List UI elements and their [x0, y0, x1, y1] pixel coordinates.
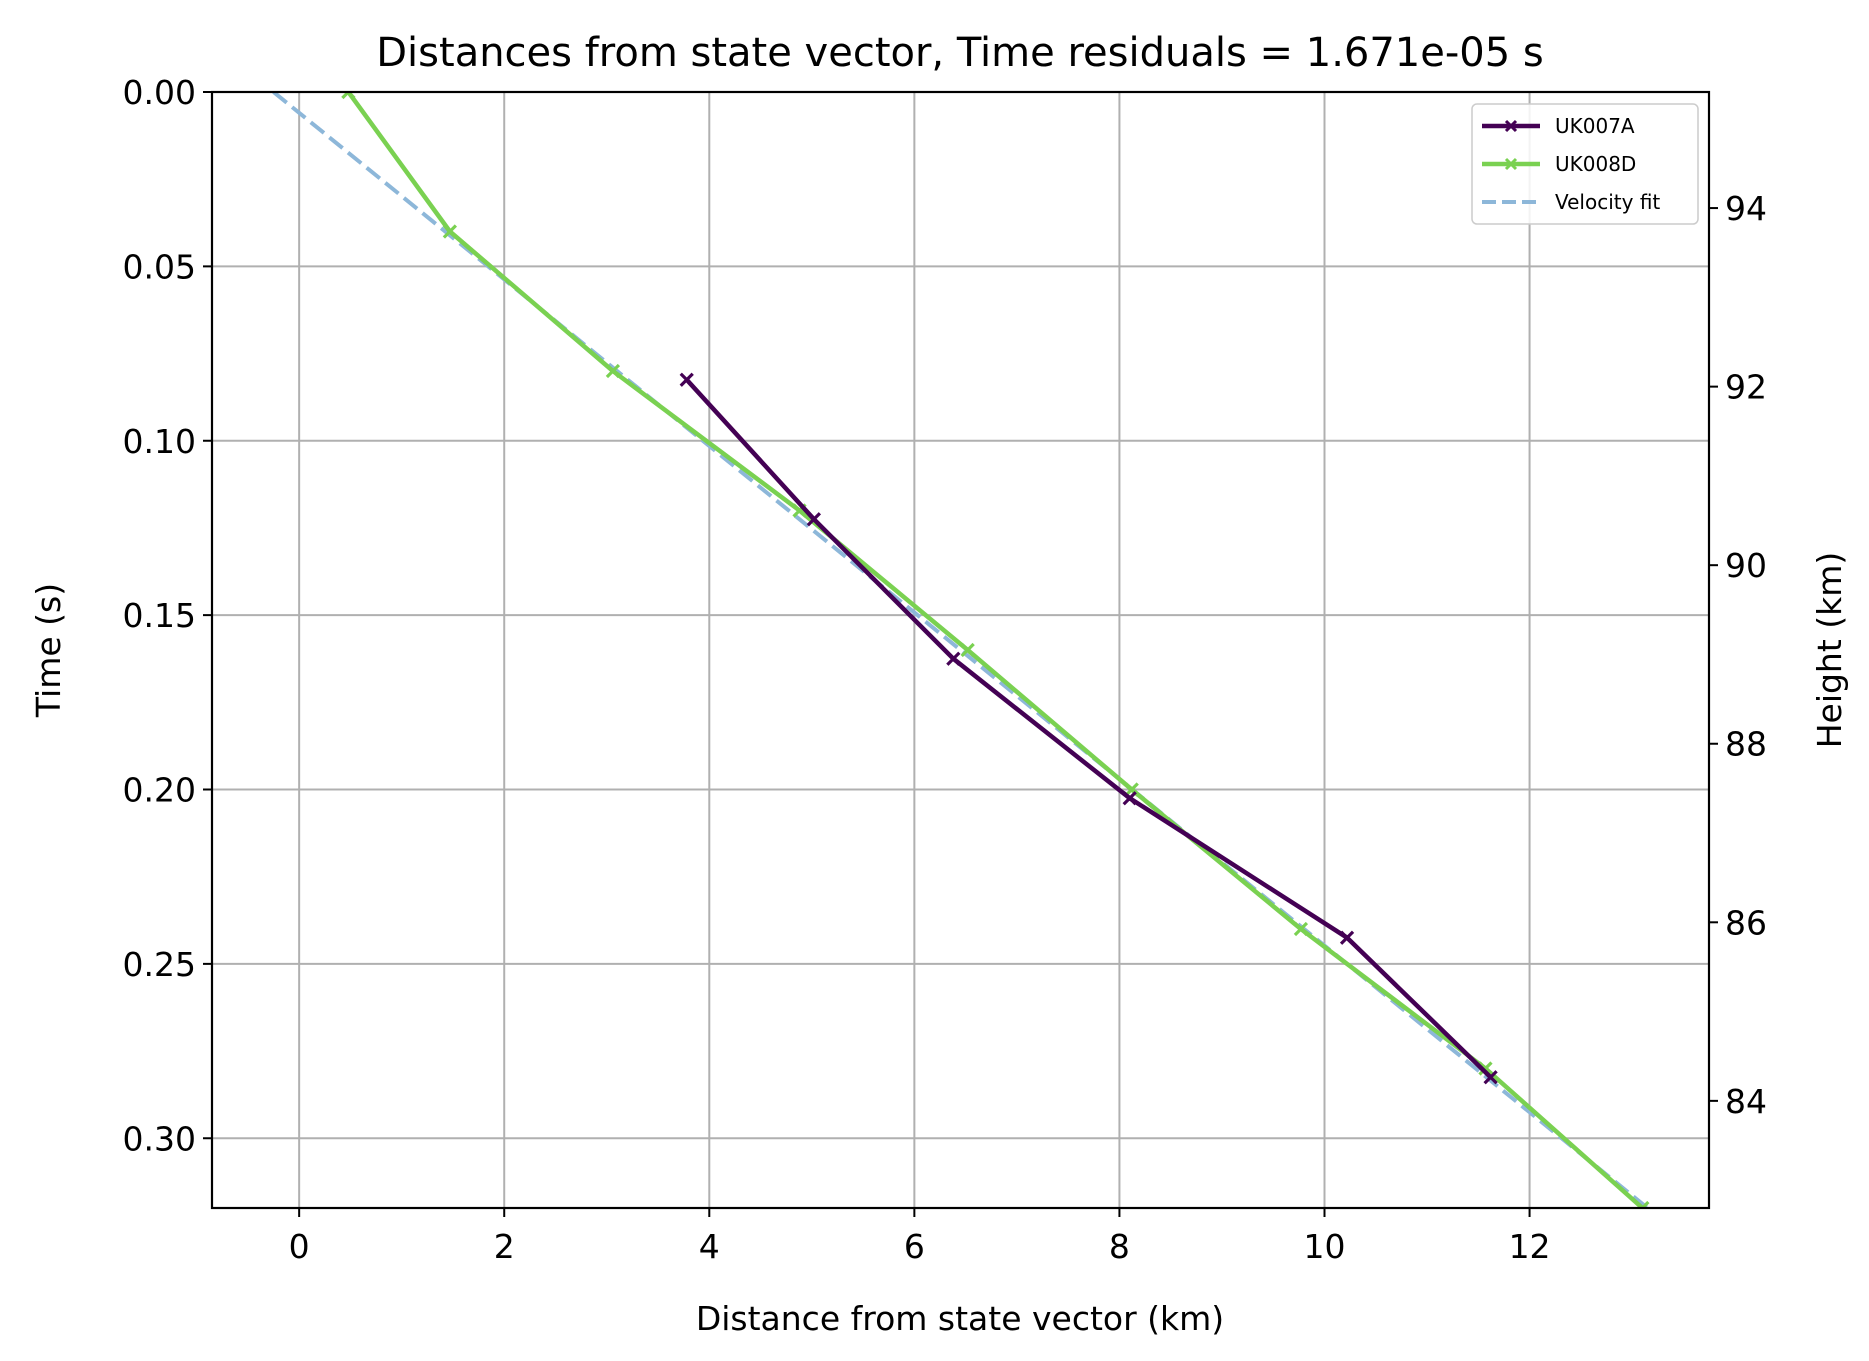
data-point-uk007a: [946, 651, 961, 666]
x-tick-label: 8: [1109, 1227, 1130, 1266]
y-axis-label: Time (s): [29, 583, 68, 718]
plot-frame: [210, 90, 1711, 1210]
data-point-uk008d: [1635, 1200, 1650, 1208]
x-tick-label: 12: [1509, 1227, 1551, 1266]
data-point-uk007a: [1483, 1070, 1498, 1085]
data-point-uk007a: [679, 372, 694, 387]
y-tick-label: 0.30: [123, 1119, 196, 1158]
data-point-uk008d: [960, 642, 975, 658]
x-axis: 0 2 4 6 8 10 12: [289, 1208, 1551, 1266]
legend-box: [1471, 103, 1699, 225]
chart-title: Distances from state vector, Time residu…: [376, 30, 1544, 76]
legend-marker-uk007a: [1504, 119, 1518, 133]
y2-tick-label: 86: [1725, 903, 1767, 942]
y2-axis: 94 92 90 88 86 84: [1709, 189, 1767, 1121]
y2-axis-label: Height (km): [1810, 552, 1849, 749]
y-tick-label: 0.15: [123, 596, 196, 635]
data-point-uk008d: [1293, 921, 1309, 937]
data-point-uk007a: [1339, 930, 1355, 945]
legend-label-velocity-fit: Velocity fit: [1555, 190, 1660, 214]
x-tick-label: 6: [904, 1227, 925, 1266]
series-layer: [272, 92, 1650, 1208]
y-tick-label: 0.20: [123, 771, 196, 810]
data-point-uk007a: [1122, 791, 1137, 806]
y2-tick-label: 88: [1725, 725, 1767, 764]
x-tick-label: 2: [494, 1227, 515, 1266]
y-tick-label: 0.05: [123, 247, 196, 286]
legend-marker-uk008d: [1504, 157, 1518, 171]
data-point-uk008d: [341, 92, 356, 100]
data-point-uk008d: [442, 224, 458, 239]
y2-tick-label: 90: [1725, 546, 1767, 585]
legend-label-uk008d: UK008D: [1555, 152, 1636, 176]
series-line-uk007a: [685, 378, 1493, 1079]
y2-tick-label: 92: [1725, 368, 1767, 407]
y-tick-label: 0.00: [123, 73, 196, 112]
y-tick-label: 0.25: [123, 945, 196, 984]
x-axis-label: Distance from state vector (km): [696, 1299, 1224, 1338]
y2-tick-label: 94: [1725, 189, 1767, 228]
legend-entries: UK007A UK008D Velocity fit: [1482, 114, 1660, 214]
legend-label-uk007a: UK007A: [1555, 114, 1635, 138]
y-axis: 0.00 0.05 0.10 0.15 0.20 0.25 0.30: [123, 73, 212, 1158]
series-uk007a: [679, 372, 1498, 1085]
series-uk008d: [341, 92, 1650, 1208]
data-point-uk008d: [1478, 1061, 1493, 1076]
y2-tick-label: 84: [1725, 1082, 1767, 1121]
x-tick-label: 10: [1303, 1227, 1345, 1266]
legend: UK007A UK008D Velocity fit: [1471, 103, 1699, 225]
x-tick-label: 0: [289, 1227, 310, 1266]
x-tick-label: 4: [699, 1227, 720, 1266]
y-tick-label: 0.10: [123, 422, 196, 461]
data-point-uk007a: [806, 512, 822, 527]
data-point-uk008d: [605, 363, 621, 379]
